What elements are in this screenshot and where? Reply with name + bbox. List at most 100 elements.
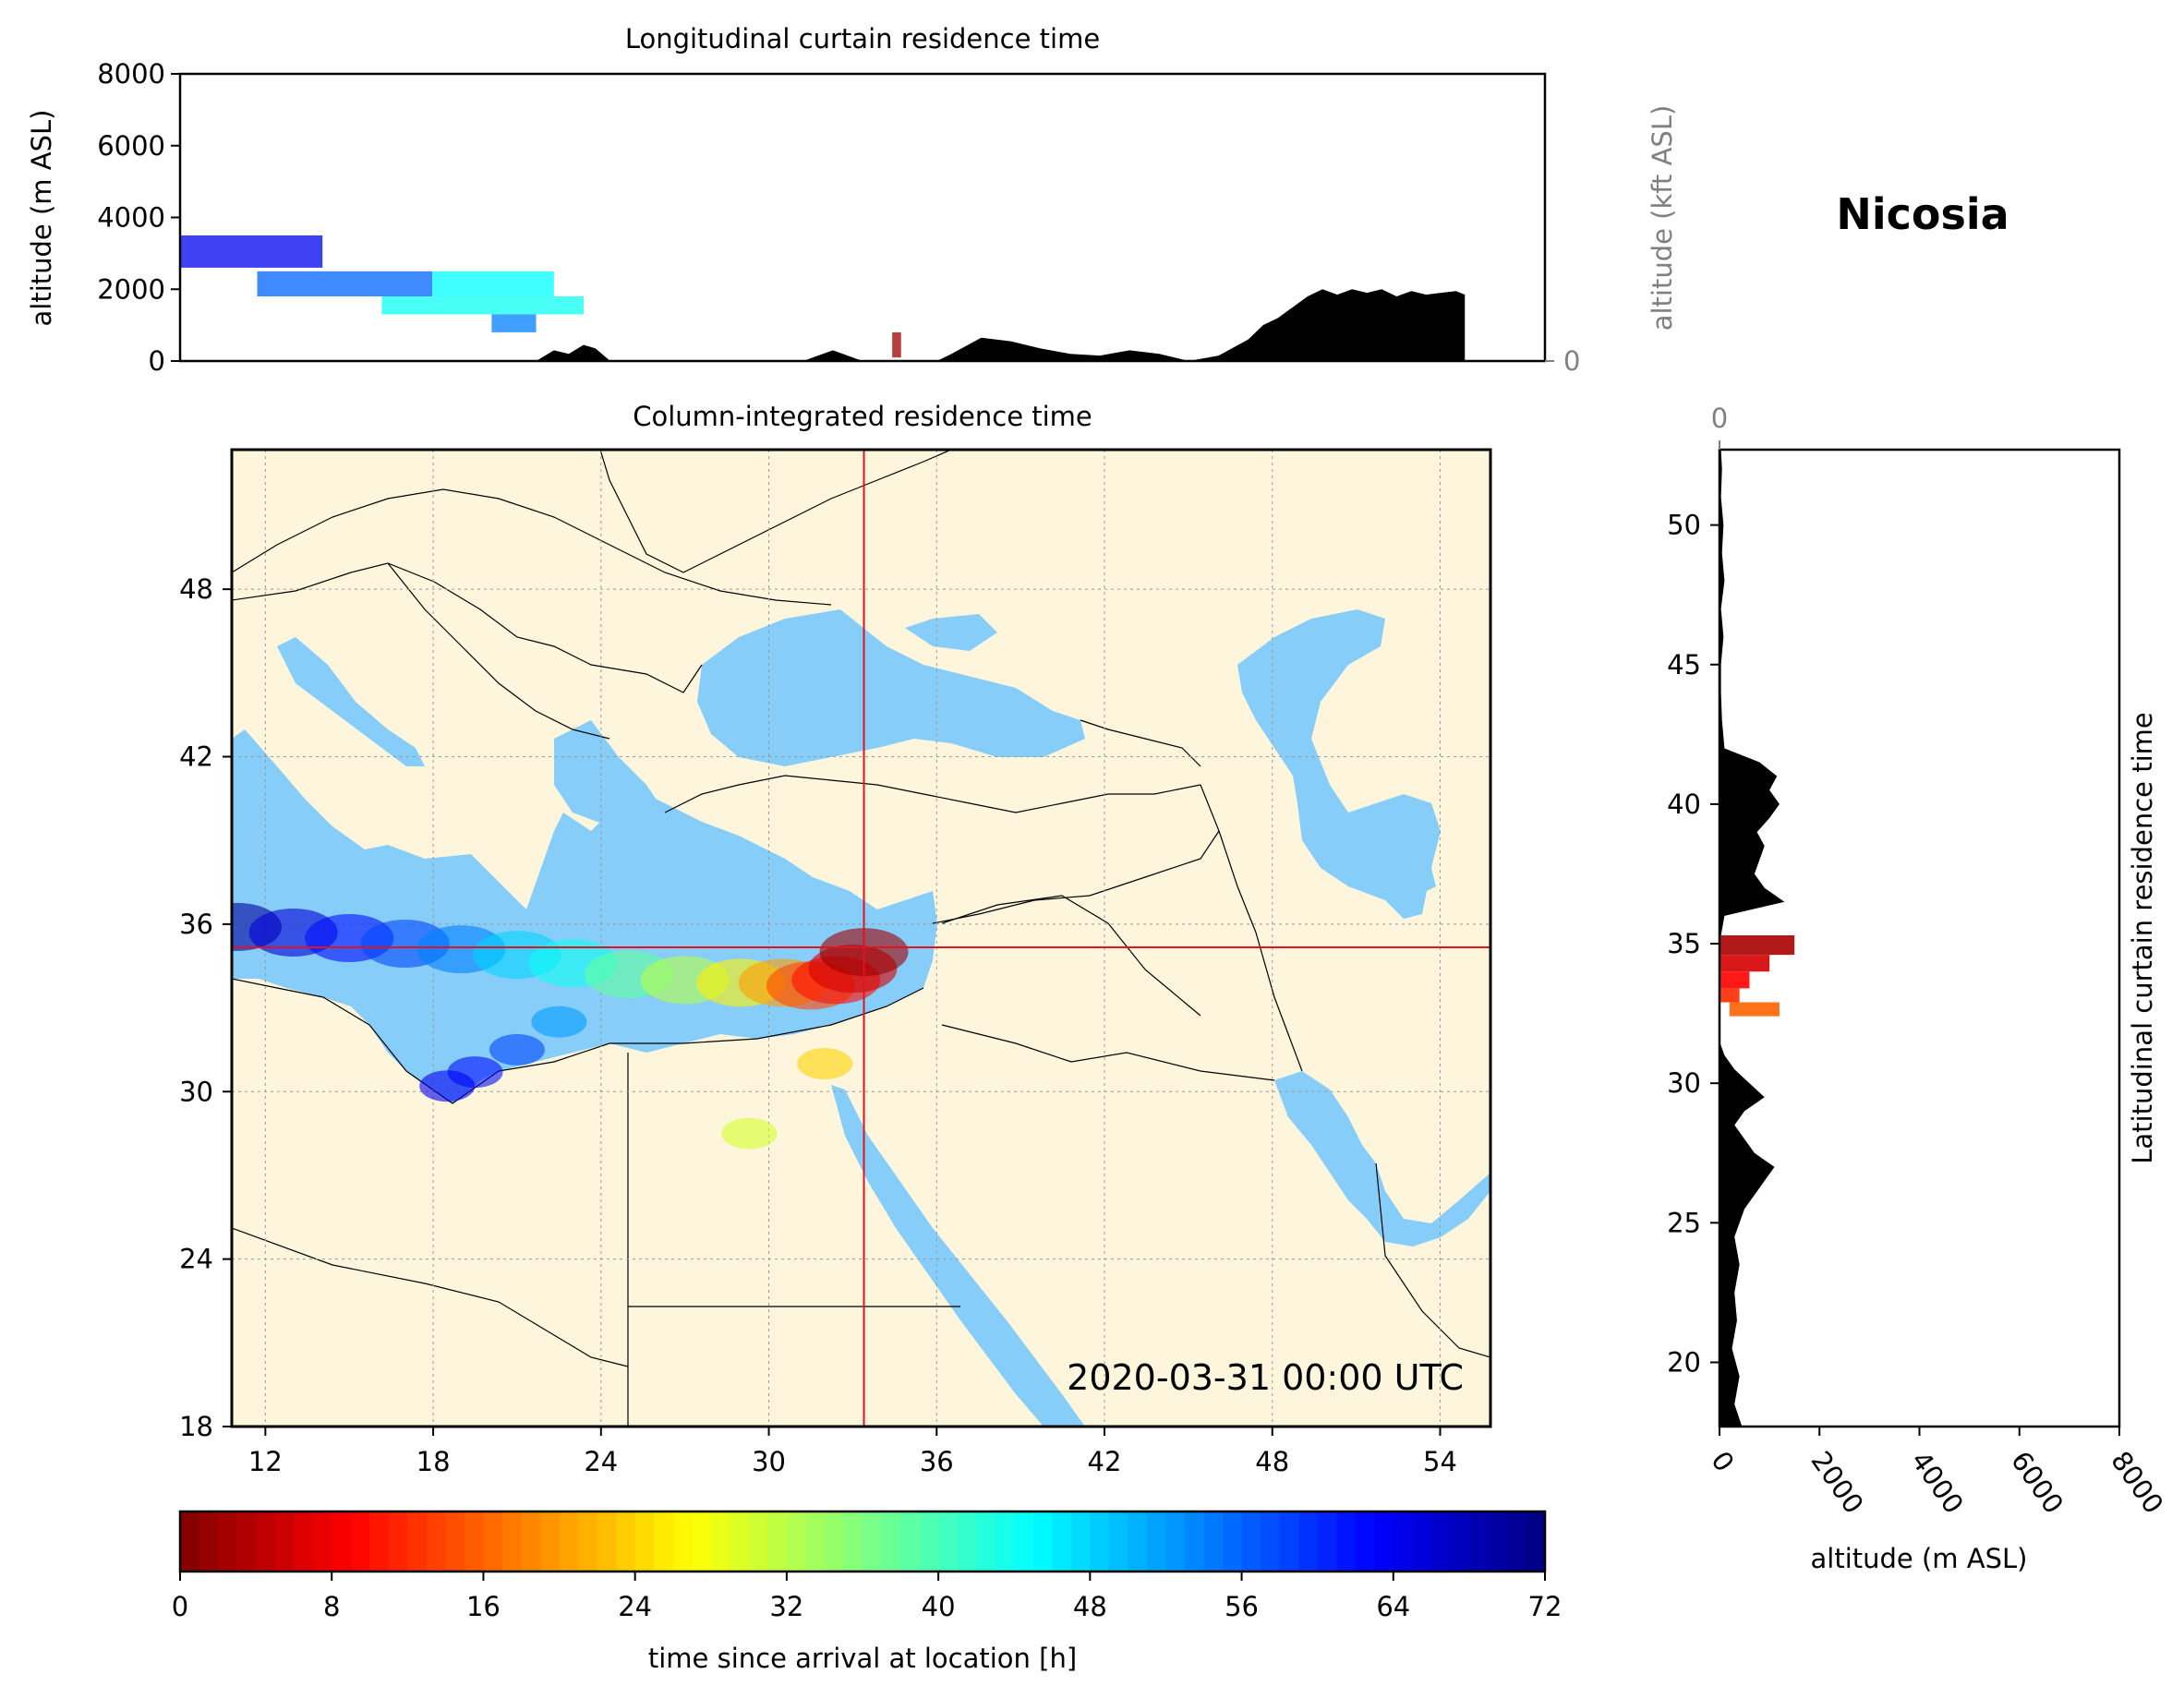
colorbar-segment <box>672 1511 694 1572</box>
colorbar-tick-label: 72 <box>1528 1591 1563 1622</box>
longitudinal-residence-cell <box>432 271 554 297</box>
colorbar-segment <box>1336 1511 1357 1572</box>
map-panel: Column-integrated residence time <box>179 401 1492 1477</box>
longitudinal-y-ticks-right: 050100 <box>1545 345 1580 377</box>
colorbar-tick-label: 64 <box>1376 1591 1410 1622</box>
latitudinal-x-tick-label: 8000 <box>2105 1446 2169 1520</box>
colorbar-tick-label: 24 <box>618 1591 652 1622</box>
colorbar-segment <box>976 1511 996 1572</box>
latitudinal-y-tick-label: 50 <box>1667 510 1701 541</box>
colorbar-segment <box>1526 1511 1546 1572</box>
colorbar-segment <box>654 1511 674 1572</box>
colorbar-segment <box>1468 1511 1490 1572</box>
colorbar-segment <box>1014 1511 1034 1572</box>
map-borders <box>232 450 1490 1427</box>
residence-point <box>797 1048 853 1080</box>
colorbar-segment <box>881 1511 901 1572</box>
colorbar-segment <box>1070 1511 1092 1572</box>
colorbar-segment <box>710 1511 731 1572</box>
colorbar-segment <box>256 1511 276 1572</box>
residence-point <box>419 1070 476 1102</box>
longitudinal-residence-cell <box>381 296 584 315</box>
latitudinal-y-tick-label: 20 <box>1667 1346 1701 1378</box>
colorbar: 0 8 16 24 32 40 48 56 64 72 time since arrival at… <box>172 1510 1563 1674</box>
colorbar-segment <box>578 1511 598 1572</box>
border-saudi <box>941 1024 1275 1081</box>
colorbar-segment <box>919 1511 939 1572</box>
colorbar-segment <box>1374 1511 1394 1572</box>
colorbar-segment <box>294 1511 314 1572</box>
colorbar-segment <box>1393 1511 1414 1572</box>
colorbar-segment <box>559 1511 579 1572</box>
colorbar-segment <box>1223 1511 1243 1572</box>
residence-point <box>489 1033 545 1066</box>
colorbar-segment <box>1052 1511 1072 1572</box>
colorbar-segment <box>692 1511 712 1572</box>
latitudinal-y-tick-label: 35 <box>1667 928 1701 959</box>
colorbar-segment <box>1146 1511 1167 1572</box>
longitudinal-title: Longitudinal curtain residence time <box>625 23 1100 54</box>
colorbar-segment <box>426 1511 447 1572</box>
colorbar-segment <box>350 1511 371 1572</box>
latitudinal-x-tick-label: 0 <box>1705 1446 1740 1478</box>
map-frame <box>230 448 1492 1428</box>
latitudinal-y-tick-label: 40 <box>1667 789 1701 820</box>
border-east-europe <box>599 450 952 573</box>
map-y-tick-label: 48 <box>179 573 213 605</box>
colorbar-segment <box>767 1511 788 1572</box>
colorbar-segment <box>445 1511 465 1572</box>
map-title: Column-integrated residence time <box>633 401 1092 432</box>
colorbar-segment <box>407 1511 428 1572</box>
colorbar-tick-label: 32 <box>769 1591 803 1622</box>
latitudinal-y-tick-label: 45 <box>1667 649 1701 680</box>
latitudinal-residence-cell <box>1729 1002 1780 1017</box>
map-x-tick-label: 18 <box>416 1446 451 1477</box>
latitudinal-x-ticks: 0 2000 4000 6000 8000 <box>1705 1427 2169 1519</box>
latitudinal-x-tick-top-label: 0 <box>1711 403 1728 434</box>
latitudinal-y-tick-label: 25 <box>1667 1207 1701 1238</box>
adriatic-sea <box>277 637 425 766</box>
colorbar-segment <box>634 1511 655 1572</box>
colorbar-segment <box>199 1511 219 1572</box>
colorbar-segment <box>1090 1511 1110 1572</box>
colorbar-segment <box>369 1511 390 1572</box>
longitudinal-y-tick-label: 6000 <box>97 130 165 162</box>
coastline-europe <box>232 562 703 693</box>
longitudinal-y-tick-right-label: 0 <box>1563 345 1580 377</box>
colorbar-segment <box>1128 1511 1148 1572</box>
station-title: Nicosia <box>1836 189 2009 239</box>
longitudinal-y-ticks: 0 2000 4000 6000 8000 <box>97 58 180 377</box>
colorbar-segment <box>1450 1511 1470 1572</box>
colorbar-segment <box>863 1511 883 1572</box>
map-seas <box>232 609 1490 1427</box>
latitudinal-x-ticks-top: 050100 <box>1711 403 1728 450</box>
colorbar-segment <box>1241 1511 1261 1572</box>
border-central-europe <box>232 488 832 606</box>
colorbar-segment <box>464 1511 485 1572</box>
map-x-ticks: 12 18 24 30 36 42 48 54 <box>248 1427 1457 1477</box>
latitudinal-residence-cell <box>1719 971 1750 989</box>
map-x-tick-label: 30 <box>752 1446 786 1477</box>
residence-point <box>531 1006 587 1038</box>
colorbar-segment <box>938 1511 959 1572</box>
colorbar-tick-label: 0 <box>172 1591 188 1622</box>
colorbar-tick-label: 8 <box>323 1591 340 1622</box>
longitudinal-ylabel-right: altitude (kft ASL) <box>1647 105 1678 331</box>
colorbar-segment <box>1261 1511 1281 1572</box>
colorbar-segment <box>900 1511 921 1572</box>
latitudinal-x-tick-label: 4000 <box>1905 1446 1970 1520</box>
border-libya-south <box>232 1227 629 1367</box>
longitudinal-residence-cell <box>180 235 323 268</box>
colorbar-segment <box>388 1511 409 1572</box>
colorbar-label: time since arrival at location [h] <box>648 1643 1077 1674</box>
latitudinal-residence-cell <box>1719 955 1770 972</box>
border-iran <box>1200 784 1303 1072</box>
latitudinal-residence-layer <box>1719 934 1795 1017</box>
colorbar-segment <box>786 1511 807 1572</box>
map-y-ticks: 18 24 30 36 42 48 <box>179 573 232 1442</box>
map-x-tick-label: 54 <box>1423 1446 1457 1477</box>
colorbar-segment <box>1488 1511 1508 1572</box>
colorbar-segment <box>180 1511 200 1572</box>
colorbar-segment <box>1108 1511 1129 1572</box>
map-x-tick-label: 36 <box>920 1446 954 1477</box>
